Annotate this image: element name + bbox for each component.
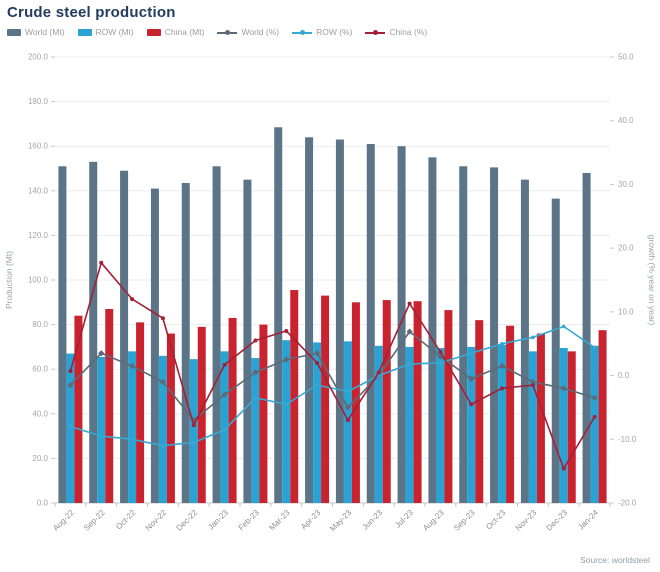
svg-text:-20.0: -20.0 [618,499,637,508]
bars-china-mt [74,290,607,503]
legend-label: ROW (Mt) [95,27,134,37]
legend-item-row-mt[interactable]: ROW (Mt) [77,27,134,37]
legend-bar-swatch-icon [7,28,21,36]
svg-text:-10.0: -10.0 [618,435,637,444]
legend-bar-swatch-icon [77,28,92,36]
svg-text:60.0: 60.0 [32,365,48,374]
bars-row-mt [66,340,599,503]
svg-text:Jun-23: Jun-23 [360,508,384,532]
chart-legend: World (Mt) ROW (Mt) China (Mt) World (%) ROW… [7,27,427,37]
svg-text:20.0: 20.0 [32,454,48,463]
bars-world-mt [58,127,591,504]
svg-text:40.0: 40.0 [618,116,634,125]
svg-text:0.0: 0.0 [618,371,630,380]
legend-item-china[interactable]: China (%) [365,27,427,37]
svg-text:50.0: 50.0 [618,53,634,62]
svg-text:80.0: 80.0 [32,320,48,329]
line-world [67,328,598,424]
source-note: Source: worldsteel [580,555,650,565]
legend-item-china-mt[interactable]: China (Mt) [146,27,205,37]
y-axis-right: -20.0 -10.0 0.0 10.0 20.0 30.0 40.0 50.0 [610,53,637,508]
svg-text:Feb-23: Feb-23 [237,508,262,533]
svg-text:140.0: 140.0 [28,186,49,195]
legend-label: ROW (%) [316,27,353,37]
svg-text:0.0: 0.0 [37,499,49,508]
svg-text:160.0: 160.0 [28,142,49,151]
svg-text:May-23: May-23 [328,508,354,534]
legend-label: China (%) [389,27,428,37]
legend-label: World (%) [241,27,280,37]
svg-text:180.0: 180.0 [28,97,49,106]
svg-text:Nov-22: Nov-22 [144,508,169,533]
gridlines [55,56,610,459]
legend-label: China (Mt) [164,27,205,37]
svg-text:20.0: 20.0 [618,244,634,253]
svg-text:10.0: 10.0 [618,307,634,316]
svg-text:30.0: 30.0 [618,180,634,189]
left-axis-title: Production (Mt) [4,251,14,309]
svg-text:200.0: 200.0 [28,53,49,62]
svg-text:Dec-23: Dec-23 [545,508,570,533]
legend-bar-swatch-icon [146,28,161,36]
x-axis: Aug-22 Sep-22 Oct-22 Nov-22 Dec-22 Jan-23 Feb-… [51,502,611,534]
legend-item-world[interactable]: World (%) [217,27,279,37]
svg-text:Aug-23: Aug-23 [421,508,446,533]
legend-item-row[interactable]: ROW (%) [292,27,352,37]
svg-text:120.0: 120.0 [28,231,49,240]
svg-text:Sep-22: Sep-22 [82,508,107,533]
svg-text:Nov-23: Nov-23 [514,508,539,533]
chart-title: Crude steel production [7,4,176,21]
y-axis-left: 0.0 20.0 40.0 60.0 80.0 100.0 120.0 140.0 160.0 1… [28,53,55,508]
svg-text:40.0: 40.0 [32,409,48,418]
svg-text:Sep-23: Sep-23 [452,508,477,533]
line-china [68,260,597,471]
chart-canvas: 0.0 20.0 40.0 60.0 80.0 100.0 120.0 140.0 160.0 1… [4,53,657,534]
svg-text:Oct-22: Oct-22 [114,508,138,532]
legend-line-swatch-icon [365,29,386,36]
legend-item-world-mt[interactable]: World (Mt) [7,27,65,37]
svg-text:Apr-23: Apr-23 [299,508,323,532]
right-axis-title: growth (% year on year) [647,235,657,326]
line-row [68,324,597,448]
svg-text:Dec-22: Dec-22 [175,508,200,533]
legend-line-swatch-icon [217,29,238,36]
svg-text:Mar-23: Mar-23 [267,508,292,533]
svg-text:Aug-22: Aug-22 [51,508,76,533]
legend-label: World (Mt) [25,27,65,37]
legend-line-swatch-icon [292,29,313,36]
svg-text:Jul-23: Jul-23 [393,508,415,530]
svg-text:100.0: 100.0 [28,276,49,285]
svg-text:Jan-24: Jan-24 [576,508,600,532]
svg-text:Oct-23: Oct-23 [484,508,508,532]
svg-text:Jan-23: Jan-23 [206,508,230,532]
